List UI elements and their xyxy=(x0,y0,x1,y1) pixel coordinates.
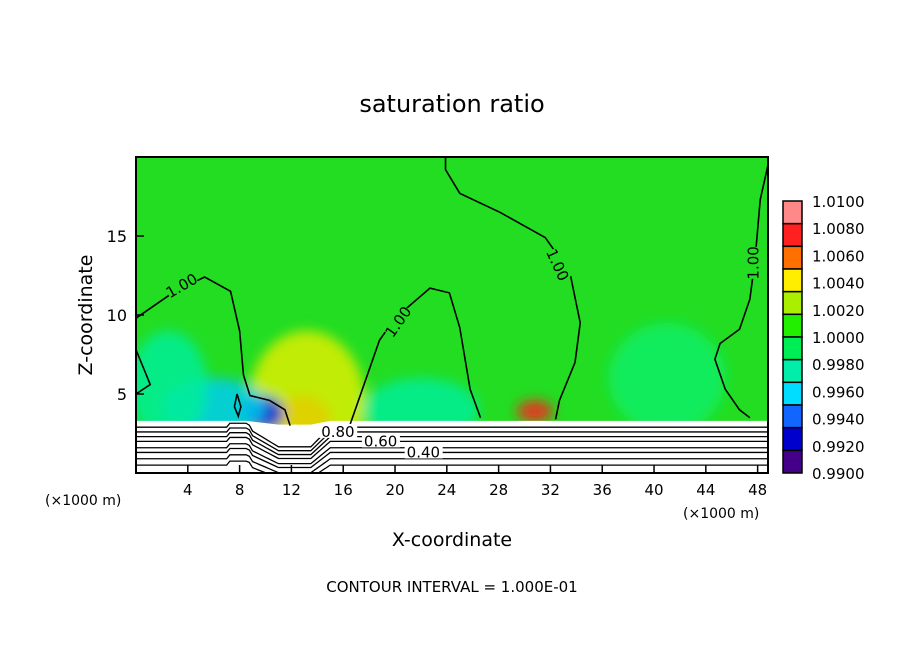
anomaly-6 xyxy=(608,322,726,434)
x-tick-label: 28 xyxy=(489,481,508,499)
contour-line-4 xyxy=(136,349,152,395)
colorbar-swatch xyxy=(782,222,803,248)
contour-line-3 xyxy=(714,164,768,419)
colorbar-label: 0.9920 xyxy=(812,438,865,456)
contour-label: 1.00 xyxy=(744,246,762,279)
colorbar-label: 0.9940 xyxy=(812,411,865,429)
colorbar-swatch xyxy=(782,313,803,338)
contour-label: 0.60 xyxy=(364,432,397,450)
x-unit-label-left: (×1000 m) xyxy=(45,493,121,509)
colorbar-swatch xyxy=(782,426,803,452)
x-tick-label: 32 xyxy=(541,481,560,499)
terrain-contour-3 xyxy=(136,436,768,460)
plot-area xyxy=(136,157,768,473)
colorbar-label: 1.0060 xyxy=(812,247,865,265)
colorbar-swatch xyxy=(782,449,803,474)
chart-title: saturation ratio xyxy=(359,90,544,118)
terrain-contour-2 xyxy=(136,432,768,456)
x-tick-label: 48 xyxy=(748,481,767,499)
terrain-contour-6 xyxy=(136,454,768,473)
contour-label: 0.80 xyxy=(321,423,354,441)
colorbar-label: 1.0040 xyxy=(812,275,865,293)
terrain-contour-7 xyxy=(136,460,768,473)
anomaly-3 xyxy=(516,400,554,423)
anomaly-7 xyxy=(136,330,208,442)
colorbar-label: 0.9960 xyxy=(812,383,865,401)
colorbar-swatch xyxy=(782,404,803,429)
x-tick-label: 40 xyxy=(644,481,663,499)
contour-label: 0.40 xyxy=(407,443,440,461)
x-tick-label: 44 xyxy=(696,481,715,499)
y-axis-label: Z-coordinate xyxy=(75,255,97,376)
colorbar-label: 0.9980 xyxy=(812,356,865,374)
colorbar-label: 1.0000 xyxy=(812,329,865,347)
x-tick-label: 36 xyxy=(593,481,612,499)
colorbar-swatch xyxy=(782,200,803,225)
x-tick-label: 12 xyxy=(282,481,301,499)
colorbar-swatch xyxy=(782,245,803,270)
y-tick-label: 10 xyxy=(107,306,127,325)
colorbar-swatch xyxy=(782,290,803,316)
terrain-contour-0 xyxy=(136,422,768,448)
y-tick-label: 5 xyxy=(117,385,127,404)
colorbar-label: 1.0020 xyxy=(812,302,865,320)
colorbar-swatch xyxy=(782,336,803,361)
terrain-region xyxy=(136,420,768,473)
y-tick-label: 15 xyxy=(107,227,127,246)
colorbar-swatch xyxy=(782,268,803,293)
x-unit-label-right: (×1000 m) xyxy=(683,506,759,522)
colorbar: 1.0100 1.0080 1.0060 1.0040 1.0020 1.0000 0.99… xyxy=(782,193,865,483)
x-tick-label: 8 xyxy=(235,481,245,499)
colorbar-label: 1.0100 xyxy=(812,193,865,211)
x-tick-label: 4 xyxy=(183,481,193,499)
colorbar-label: 0.9900 xyxy=(812,465,865,483)
colorbar-label: 1.0080 xyxy=(812,220,865,238)
contour-line-1 xyxy=(348,287,482,426)
terrain-contour-1 xyxy=(136,427,768,452)
x-tick-label: 24 xyxy=(437,481,456,499)
x-tick-label: 16 xyxy=(334,481,353,499)
x-axis-label: X-coordinate xyxy=(392,529,512,551)
x-tick-label: 20 xyxy=(385,481,404,499)
terrain-contour-4 xyxy=(136,443,768,465)
colorbar-swatch xyxy=(782,358,803,384)
contour-interval-note: CONTOUR INTERVAL = 1.000E-01 xyxy=(326,578,577,596)
colorbar-swatch xyxy=(782,381,803,406)
contour-line-5 xyxy=(233,393,242,419)
terrain-contour-5 xyxy=(136,447,768,469)
